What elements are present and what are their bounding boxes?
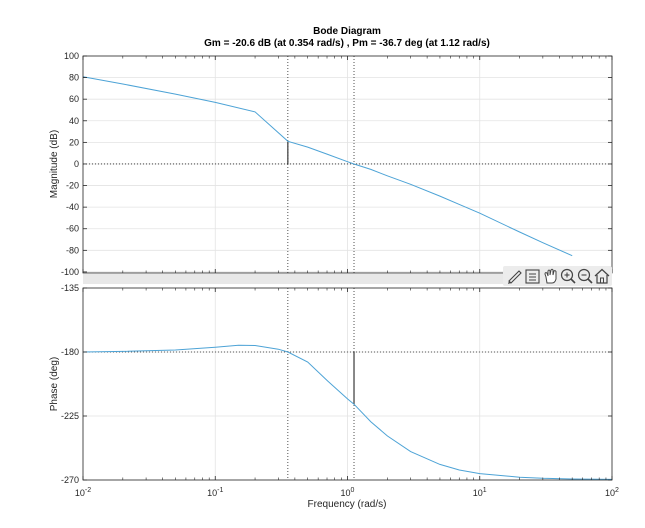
y-tick-label: -20 bbox=[66, 181, 79, 191]
magnitude-axes[interactable]: 100 80 60 40 20 0 -20 -40 -60 -80 -100 Magnitude (… bbox=[49, 51, 613, 277]
y-tick-label: 40 bbox=[69, 116, 79, 126]
axes-toolbar bbox=[83, 266, 612, 286]
y-tick-label: 0 bbox=[74, 159, 79, 169]
magnitude-ylabel: Magnitude (dB) bbox=[49, 130, 60, 198]
x-tick-label: 10-1 bbox=[207, 487, 223, 498]
x-tick-label: 10-2 bbox=[75, 487, 91, 498]
phase-axes[interactable]: -135 -180 -225 -270 10-2 10-1 100 101 102 Phase… bbox=[49, 283, 619, 510]
y-tick-label: -60 bbox=[66, 224, 79, 234]
x-tick-label: 101 bbox=[473, 487, 487, 498]
y-tick-label: 20 bbox=[69, 137, 79, 147]
zoom-out-icon[interactable] bbox=[577, 268, 593, 284]
pan-icon[interactable] bbox=[544, 268, 557, 284]
chart-subtitle: Gm = -20.6 dB (at 0.354 rad/s) , Pm = -3… bbox=[204, 38, 490, 49]
chart-title: Bode Diagram bbox=[313, 26, 381, 37]
y-tick-label: -40 bbox=[66, 202, 79, 212]
y-tick-label: -100 bbox=[61, 267, 79, 277]
phase-series-line bbox=[82, 344, 613, 480]
y-tick-label: -135 bbox=[61, 283, 79, 293]
phase-y-ticks: -135 -180 -225 -270 bbox=[61, 283, 613, 485]
y-tick-label: 60 bbox=[69, 94, 79, 104]
legend-icon[interactable] bbox=[525, 269, 540, 284]
home-icon[interactable] bbox=[594, 268, 610, 284]
y-tick-label: -270 bbox=[61, 475, 79, 485]
y-tick-label: -80 bbox=[66, 245, 79, 255]
zoom-in-icon[interactable] bbox=[560, 268, 576, 284]
y-tick-label: 100 bbox=[64, 51, 79, 61]
frequency-x-ticks: 10-2 10-1 100 101 102 bbox=[75, 487, 619, 498]
brush-icon[interactable] bbox=[508, 270, 522, 284]
x-tick-label: 102 bbox=[605, 487, 619, 498]
magnitude-series-line bbox=[82, 76, 573, 257]
phase-ylabel: Phase (deg) bbox=[49, 357, 60, 411]
frequency-xlabel: Frequency (rad/s) bbox=[308, 499, 387, 510]
y-tick-label: -180 bbox=[61, 347, 79, 357]
phase-margin-markers bbox=[287, 288, 355, 480]
x-tick-label: 100 bbox=[341, 487, 355, 498]
y-tick-label: 80 bbox=[69, 73, 79, 83]
y-tick-label: -225 bbox=[61, 411, 79, 421]
